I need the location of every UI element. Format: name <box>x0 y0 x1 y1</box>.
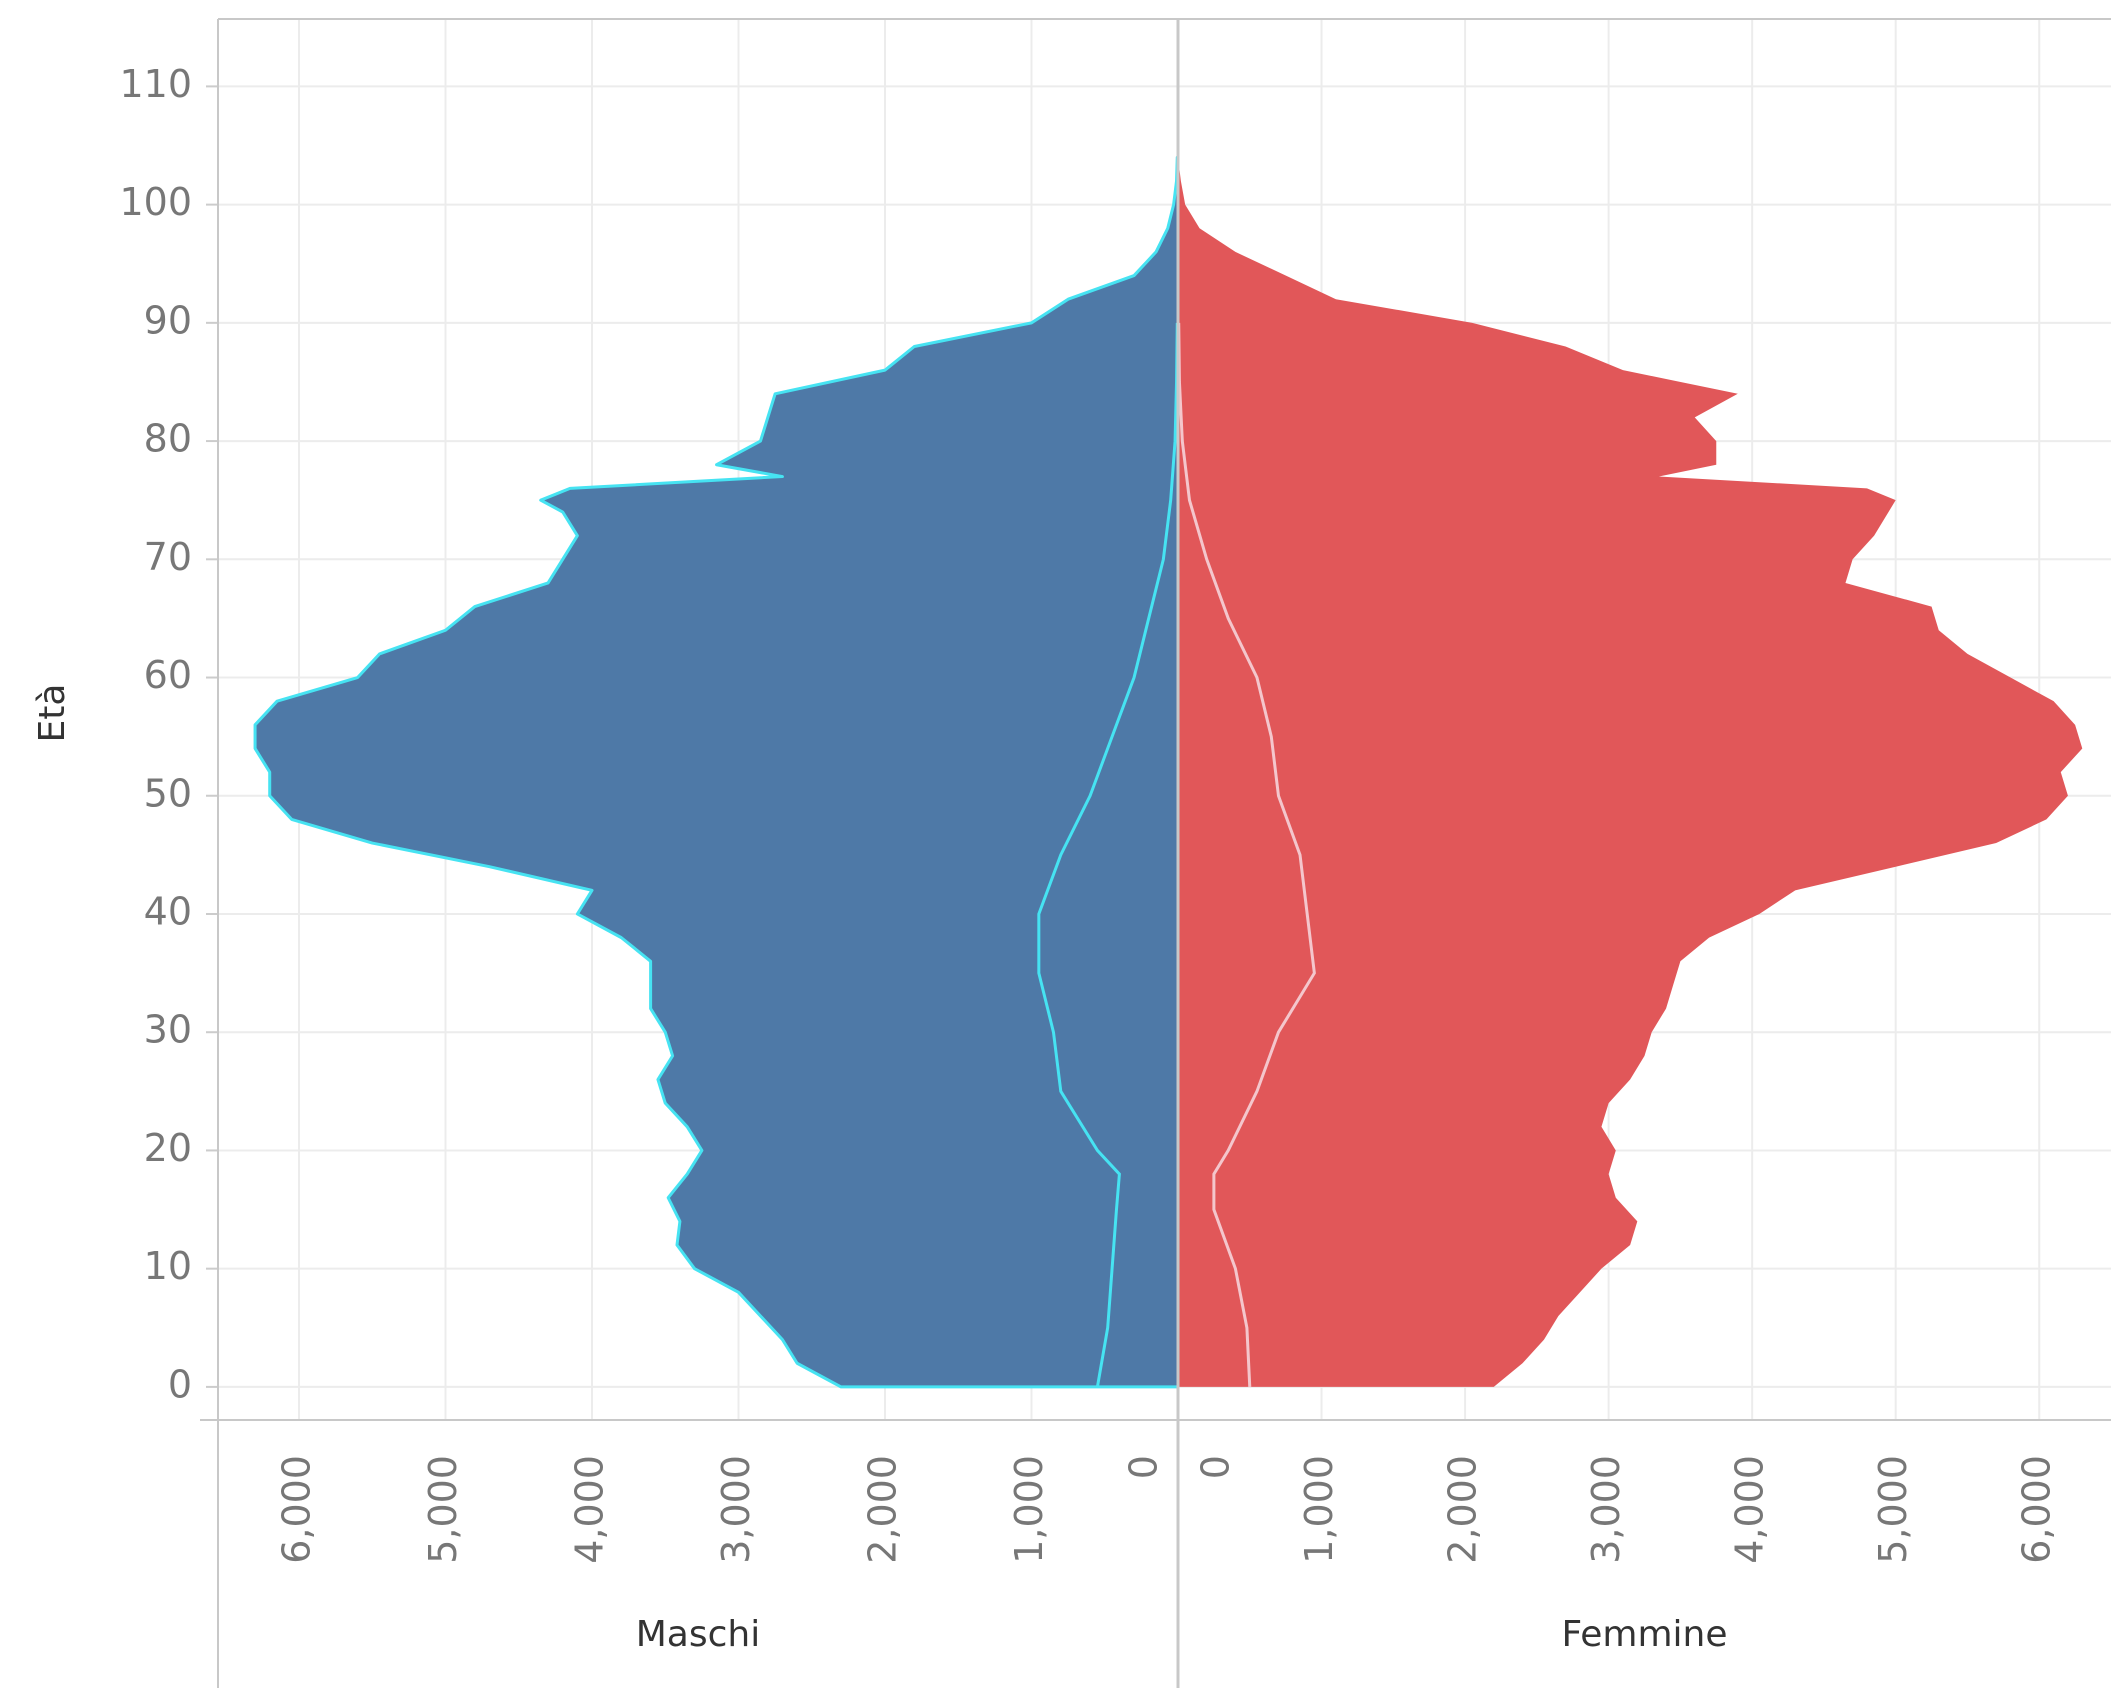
area <box>253 155 1180 1389</box>
y-tick-label: 100 <box>119 180 192 224</box>
x-tick-label: 3,000 <box>714 1455 758 1564</box>
line <box>1177 322 1316 1387</box>
x-tick-label: 5,000 <box>421 1455 465 1564</box>
line <box>1037 322 1179 1388</box>
x-tick-label: 6,000 <box>2015 1455 2059 1564</box>
y-tick-label: 80 <box>144 417 192 461</box>
y-tick-label: 20 <box>144 1126 192 1170</box>
y-tick-label: 10 <box>144 1244 192 1288</box>
x-tick-label: 0 <box>1194 1455 1238 1479</box>
x-tick-label: 0 <box>1122 1455 1166 1479</box>
y-tick-label: 40 <box>144 889 192 933</box>
x-tick-label: 3,000 <box>1584 1455 1628 1564</box>
area <box>1178 157 2083 1387</box>
x-tick-label: 4,000 <box>1728 1455 1772 1564</box>
x-tick-label: 2,000 <box>861 1455 905 1564</box>
y-tick-label: 60 <box>144 653 192 697</box>
y-tick-label: 0 <box>168 1362 192 1406</box>
x-tick-label: 5,000 <box>1871 1455 1915 1564</box>
y-tick-label: 30 <box>144 1008 192 1052</box>
y-axis-label: Età <box>32 684 73 743</box>
y-tick-label: 50 <box>144 771 192 815</box>
panel-label: Femmine <box>1562 1614 1728 1655</box>
x-tick-label: 1,000 <box>1297 1455 1341 1564</box>
y-tick-label: 110 <box>119 62 192 106</box>
panel-label: Maschi <box>636 1614 761 1655</box>
y-tick-label: 70 <box>144 535 192 579</box>
x-tick-label: 1,000 <box>1007 1455 1051 1564</box>
x-tick-label: 6,000 <box>275 1455 319 1564</box>
x-tick-label: 2,000 <box>1441 1455 1485 1564</box>
y-tick-label: 90 <box>144 298 192 342</box>
x-tick-label: 4,000 <box>568 1455 612 1564</box>
